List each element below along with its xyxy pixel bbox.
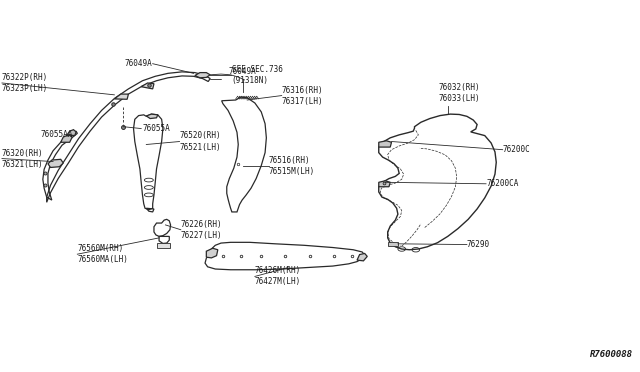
Text: 76426M(RH)
76427M(LH): 76426M(RH) 76427M(LH) — [255, 266, 301, 286]
Text: SEE SEC.736
(91318N): SEE SEC.736 (91318N) — [232, 65, 283, 85]
Text: 76032(RH)
76033(LH): 76032(RH) 76033(LH) — [439, 83, 481, 103]
Text: 76516(RH)
76515M(LH): 76516(RH) 76515M(LH) — [269, 156, 315, 176]
Text: 76226(RH)
76227(LH): 76226(RH) 76227(LH) — [180, 220, 223, 240]
Polygon shape — [48, 159, 63, 167]
Polygon shape — [67, 130, 76, 136]
Polygon shape — [357, 253, 367, 261]
Polygon shape — [61, 135, 72, 142]
Text: 76049A: 76049A — [228, 67, 256, 76]
Text: 76560M(RH)
76560MA(LH): 76560M(RH) 76560MA(LH) — [77, 244, 128, 264]
Text: 76200CA: 76200CA — [486, 179, 518, 188]
Polygon shape — [141, 83, 154, 89]
Text: 76055AA: 76055AA — [40, 129, 73, 139]
Polygon shape — [147, 114, 158, 119]
Polygon shape — [206, 248, 218, 258]
Text: R7600088: R7600088 — [590, 350, 633, 359]
Polygon shape — [379, 141, 392, 147]
FancyBboxPatch shape — [388, 241, 398, 246]
Text: 76200C: 76200C — [502, 145, 531, 154]
Text: 76520(RH)
76521(LH): 76520(RH) 76521(LH) — [179, 131, 221, 151]
FancyBboxPatch shape — [157, 243, 170, 248]
Text: 76322P(RH)
76323P(LH): 76322P(RH) 76323P(LH) — [2, 73, 48, 93]
Text: 76290: 76290 — [467, 240, 490, 249]
Text: 76320(RH)
76321(LH): 76320(RH) 76321(LH) — [2, 148, 44, 169]
Text: 76316(RH)
76317(LH): 76316(RH) 76317(LH) — [282, 86, 323, 106]
Text: 76049A: 76049A — [125, 59, 153, 68]
Polygon shape — [195, 73, 210, 78]
Polygon shape — [115, 94, 129, 99]
Polygon shape — [379, 181, 390, 187]
Text: 76055A: 76055A — [143, 124, 170, 133]
